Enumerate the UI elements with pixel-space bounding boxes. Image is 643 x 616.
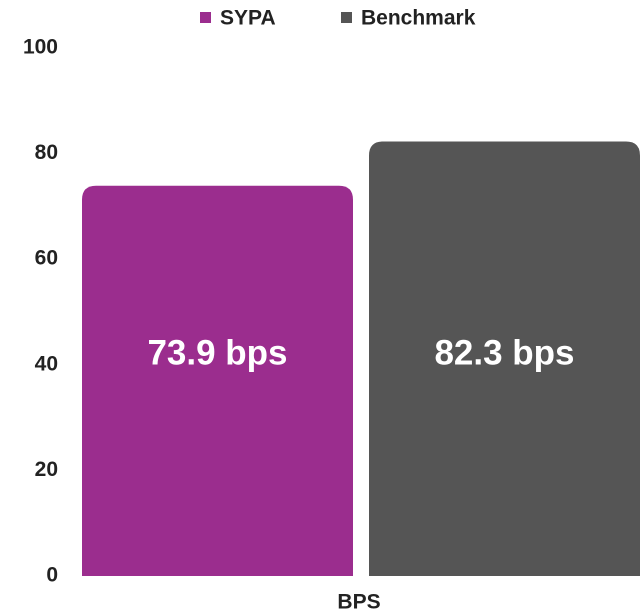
y-tick-label: 60 [35,247,58,270]
value-label: 73.9 bps [147,333,287,372]
y-tick-label: 100 [23,36,58,59]
legend-swatch [341,12,352,23]
y-tick-label: 80 [35,141,58,164]
legend-label: SYPA [220,7,276,30]
value-label: 82.3 bps [434,333,574,372]
y-tick-label: 20 [35,458,58,481]
y-tick-label: 40 [35,352,58,375]
x-tick-label: BPS [337,591,380,614]
bar [82,185,353,577]
bar [369,141,640,576]
legend-swatch [200,12,211,23]
y-tick-label: 0 [46,564,58,587]
legend-label: Benchmark [361,7,476,30]
